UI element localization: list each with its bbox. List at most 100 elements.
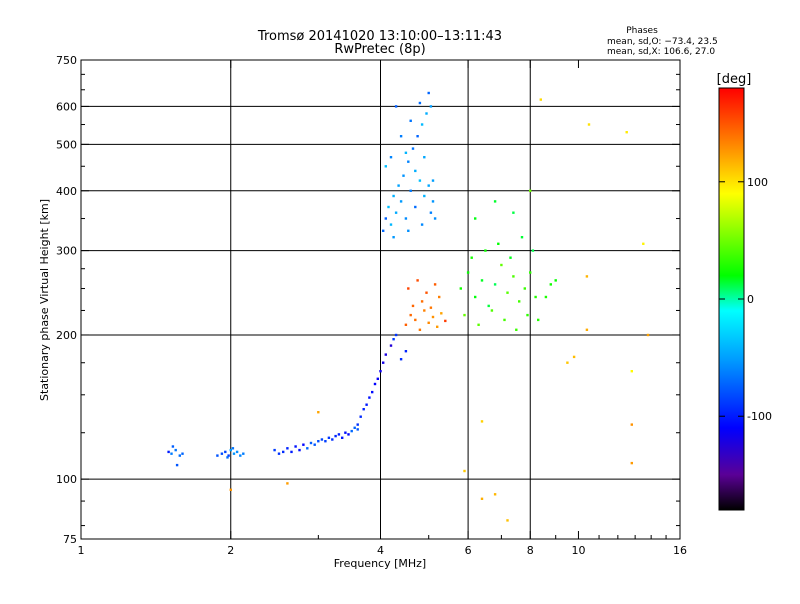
echo-point	[327, 436, 331, 439]
echo-point	[347, 433, 350, 436]
echo-point	[444, 319, 447, 323]
echo-point	[313, 443, 316, 446]
echo-point	[480, 420, 484, 423]
echo-point	[371, 390, 374, 394]
echo-point	[359, 415, 362, 418]
echo-point	[394, 211, 398, 214]
echo-point	[286, 447, 289, 450]
echo-point	[463, 469, 466, 473]
echo-point	[216, 454, 219, 457]
echo-point	[587, 123, 591, 126]
x-tick-label: 1	[78, 544, 85, 557]
echo-point	[459, 287, 462, 290]
echo-point	[526, 313, 529, 317]
echo-point	[487, 304, 490, 308]
echo-point	[392, 236, 395, 239]
echo-point	[389, 344, 393, 347]
echo-point	[418, 328, 422, 331]
echo-point	[399, 200, 403, 203]
echo-point	[427, 184, 430, 187]
echo-point	[384, 165, 387, 168]
echo-point	[474, 217, 477, 220]
echo-point	[389, 156, 393, 159]
echo-point	[226, 456, 229, 459]
echo-point	[317, 411, 320, 414]
echo-point	[384, 217, 387, 220]
echo-point	[423, 194, 426, 198]
echo-point	[429, 306, 433, 309]
echo-point	[512, 275, 515, 278]
echo-point	[404, 350, 408, 353]
echo-point	[549, 283, 552, 286]
y-tick-label: 400	[56, 185, 77, 198]
echo-point	[320, 438, 324, 441]
y-tick-label: 200	[56, 329, 77, 342]
echo-point	[239, 454, 242, 457]
x-tick-label: 6	[465, 544, 472, 557]
echo-point	[463, 313, 466, 317]
echo-point	[344, 431, 347, 434]
echo-point	[416, 279, 419, 282]
echo-point	[431, 200, 435, 203]
echo-point	[630, 370, 633, 373]
echo-point	[373, 382, 377, 386]
echo-point	[425, 291, 428, 294]
echo-point	[480, 497, 484, 500]
echo-point	[470, 256, 473, 259]
x-tick-label: 8	[527, 544, 534, 557]
echo-point	[625, 131, 628, 134]
echo-point	[409, 189, 412, 192]
echo-point	[387, 205, 390, 209]
echo-point	[630, 461, 633, 465]
echo-point	[224, 450, 227, 454]
echo-point	[423, 309, 426, 312]
echo-point	[331, 438, 334, 441]
echo-point	[286, 482, 289, 485]
echo-point	[585, 275, 589, 278]
echo-point	[365, 403, 368, 406]
y-axis-label: Stationary phase Virtual Height [km]	[38, 199, 51, 401]
echo-point	[425, 112, 428, 115]
echo-point	[414, 169, 417, 173]
echo-point	[392, 194, 395, 198]
y-tick-label: 300	[56, 245, 77, 258]
echo-point	[493, 200, 497, 203]
x-tick-label: 2	[227, 544, 234, 557]
echo-point	[529, 271, 532, 274]
echo-point	[493, 283, 497, 286]
echo-point	[302, 443, 305, 446]
echo-point	[394, 105, 398, 108]
echo-point	[384, 353, 387, 356]
echo-point	[337, 433, 341, 436]
axis-ticks: 1 2 4 6 8 10 16 75 100 200 300 400 500 600 750	[56, 54, 687, 557]
echo-point	[497, 242, 500, 245]
echo-point	[178, 454, 181, 457]
x-tick-label: 4	[377, 544, 384, 557]
y-tick-label: 500	[56, 138, 77, 151]
x-tick-label: 16	[673, 544, 687, 557]
echo-point	[334, 434, 337, 438]
echo-point	[416, 135, 419, 138]
echo-point	[399, 135, 403, 138]
echo-point	[646, 333, 650, 337]
echo-point	[229, 488, 232, 491]
echo-point	[411, 304, 415, 308]
echo-point	[376, 377, 379, 380]
echo-point	[431, 179, 435, 182]
echo-point	[170, 452, 173, 455]
echo-point	[431, 315, 435, 319]
echo-point	[418, 179, 422, 182]
echo-point	[306, 447, 309, 450]
echo-point	[506, 291, 509, 294]
echo-point	[382, 361, 385, 364]
echo-point	[420, 300, 424, 303]
echo-point	[324, 440, 327, 443]
echo-point	[484, 249, 487, 252]
echo-point	[309, 441, 313, 445]
echo-point	[477, 323, 480, 326]
echo-point	[506, 519, 509, 522]
echo-point	[181, 452, 184, 455]
echo-point	[490, 309, 494, 312]
